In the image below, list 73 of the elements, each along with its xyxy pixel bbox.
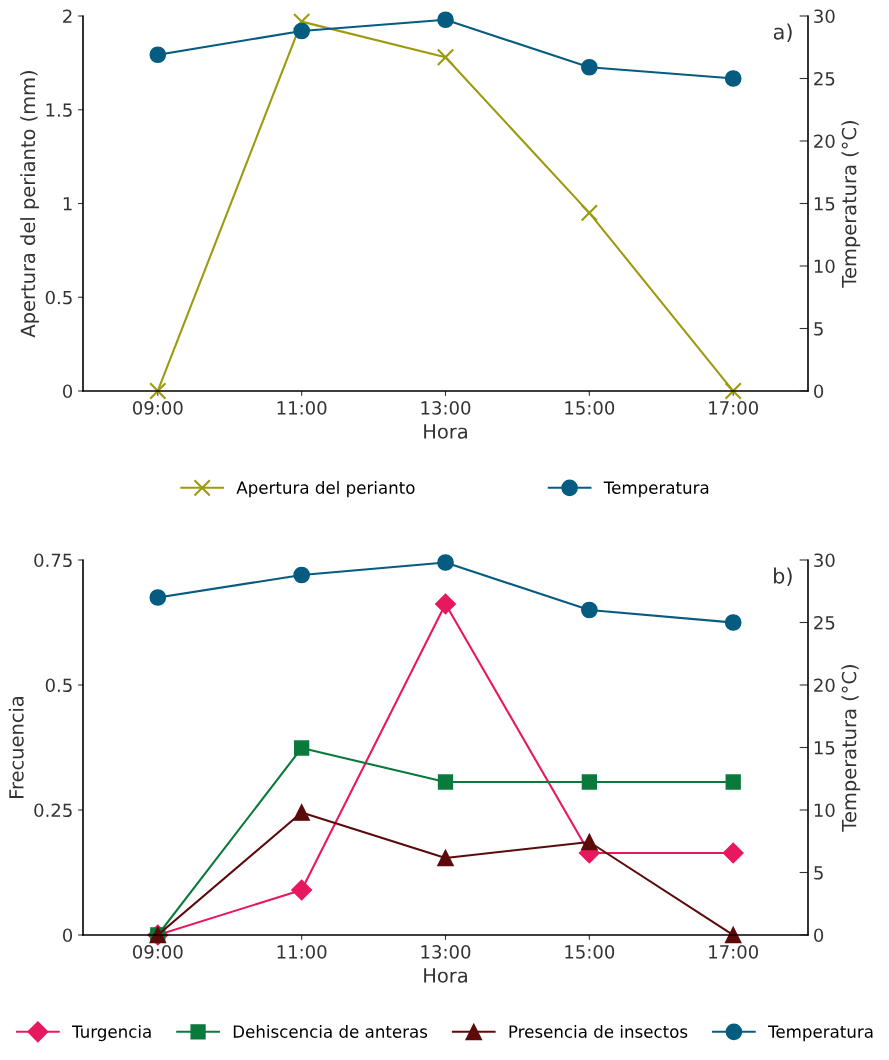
x-tick-label: 17:00 bbox=[709, 401, 759, 415]
y2-tick-label: 5 bbox=[814, 322, 823, 336]
x-tick-label: 09:00 bbox=[132, 945, 183, 959]
legend-label: Presencia de insectos bbox=[509, 1025, 688, 1038]
y2-tick-label: 0 bbox=[814, 384, 824, 399]
y2-tick-label: 5 bbox=[814, 866, 823, 880]
y-tick-label: 0 bbox=[62, 928, 73, 943]
y2-tick-label: 30 bbox=[814, 553, 835, 568]
point bbox=[581, 833, 598, 851]
point bbox=[293, 22, 310, 40]
y2-tick-label: 15 bbox=[814, 197, 835, 211]
point bbox=[724, 926, 742, 944]
y-axis-title: Apertura del perianto (mm) bbox=[20, 71, 40, 338]
point bbox=[437, 554, 454, 571]
x-tick-label: 13:00 bbox=[421, 945, 471, 959]
y2-tick-label: 10 bbox=[814, 259, 835, 274]
point bbox=[581, 58, 598, 76]
point bbox=[294, 740, 310, 756]
y2-tick-label: 30 bbox=[814, 9, 835, 24]
annotation: a) bbox=[773, 23, 792, 43]
x-tick-label: 09:00 bbox=[132, 401, 183, 415]
point bbox=[292, 12, 311, 31]
y2-tick-label: 25 bbox=[814, 615, 835, 630]
point bbox=[725, 774, 741, 790]
x-tick-label: 13:00 bbox=[421, 401, 471, 415]
y-tick-label: 0 bbox=[62, 384, 73, 399]
point bbox=[149, 382, 167, 400]
point bbox=[437, 11, 454, 29]
y2-axis-title: Temperatura (°C) bbox=[841, 121, 861, 288]
y-tick-label: 0.25 bbox=[34, 803, 72, 818]
legend-label: Turgencia bbox=[71, 1025, 151, 1042]
point bbox=[434, 593, 457, 615]
point bbox=[293, 804, 310, 821]
y-axis-title: Frecuencia bbox=[8, 696, 24, 798]
x-tick-label: 11:00 bbox=[277, 945, 327, 959]
y2-tick-label: 25 bbox=[814, 71, 835, 86]
x-axis-title: Hora bbox=[424, 424, 467, 439]
point bbox=[581, 774, 597, 790]
x-tick-label: 15:00 bbox=[565, 401, 615, 415]
point bbox=[580, 204, 599, 222]
legend-label: Temperatura bbox=[603, 481, 709, 498]
y2-tick-label: 10 bbox=[814, 803, 835, 818]
y2-tick-label: 20 bbox=[814, 678, 835, 693]
legend-label: Dehiscencia de anteras bbox=[233, 1025, 428, 1038]
point bbox=[437, 774, 454, 790]
point bbox=[436, 48, 455, 66]
point bbox=[722, 842, 744, 864]
point bbox=[724, 614, 742, 631]
point bbox=[149, 589, 167, 606]
x-tick-label: 17:00 bbox=[709, 945, 759, 959]
legend-label: Apertura del perianto bbox=[236, 481, 415, 498]
y2-axis-title: Temperatura (°C) bbox=[841, 665, 861, 832]
y-tick-label: 0.75 bbox=[34, 553, 72, 568]
point bbox=[581, 601, 598, 619]
x-tick-label: 11:00 bbox=[277, 401, 327, 415]
annotation: b) bbox=[774, 567, 792, 587]
y-tick-label: 2 bbox=[63, 9, 72, 23]
point bbox=[724, 70, 742, 87]
point bbox=[293, 566, 310, 584]
y-tick-label: 0.5 bbox=[45, 678, 72, 693]
point bbox=[291, 879, 313, 901]
point bbox=[724, 382, 742, 400]
point bbox=[437, 849, 454, 867]
x-axis-title: Hora bbox=[424, 968, 467, 983]
y-tick-label: 1 bbox=[63, 197, 72, 211]
y-tick-label: 0.5 bbox=[45, 290, 72, 305]
y2-tick-label: 20 bbox=[814, 134, 835, 149]
x-tick-label: 15:00 bbox=[565, 945, 615, 959]
point bbox=[149, 46, 167, 64]
y2-tick-label: 15 bbox=[814, 741, 835, 755]
y2-tick-label: 0 bbox=[814, 928, 824, 943]
legend-label: Temperatura bbox=[768, 1025, 873, 1042]
y-tick-label: 1.5 bbox=[46, 103, 72, 117]
